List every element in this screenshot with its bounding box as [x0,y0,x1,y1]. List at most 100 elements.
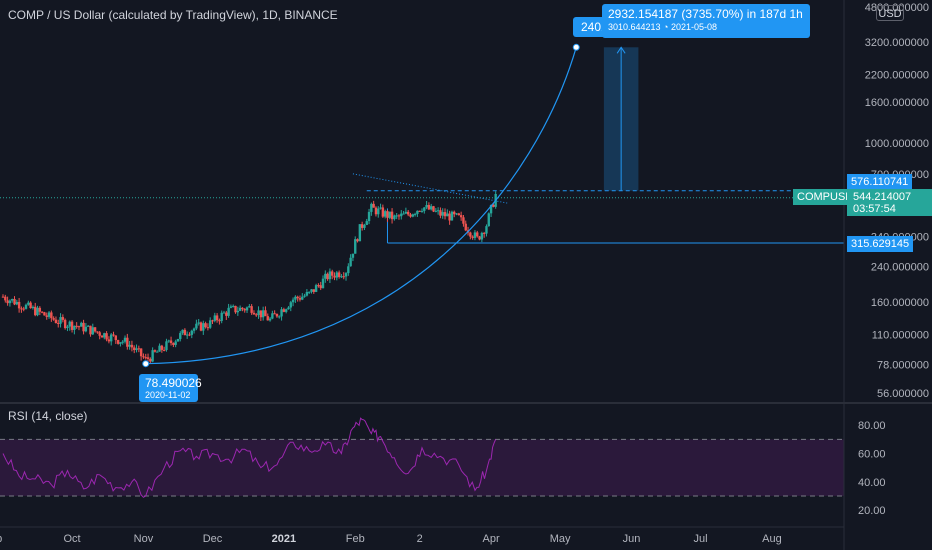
candle-body [20,308,23,310]
candle-body [404,211,408,214]
candle-body [218,320,221,322]
candle-body [114,335,118,341]
candle-body [482,232,486,234]
candle-body [248,306,251,308]
candle-body [448,213,451,221]
candle-body [340,276,343,278]
candle-body [406,211,410,215]
symbol-label: COMPUSD [793,189,858,205]
candle-body [133,347,136,351]
target-change: 2932.154187 (3735.70%) in 187d 1h [608,7,803,21]
candle-body [278,316,281,318]
candle-body [370,203,373,212]
price-tick-label: 1600.000000 [865,97,929,109]
candle-body [126,337,129,347]
candle-body [17,301,21,309]
candle-body [273,313,276,315]
candle-body [50,312,53,319]
candle-body [36,307,39,316]
candle-body [317,285,320,287]
candle-body [123,337,127,342]
candle-body [439,210,442,216]
candle-body [356,239,359,242]
candle-body [43,312,46,316]
candle-body [365,221,368,225]
candle-body [411,214,414,217]
candle-body [289,302,292,308]
candle-body [206,327,210,329]
candle-body [128,344,131,347]
candle-body [225,312,228,316]
low-date: 2020-11-02 [145,390,191,400]
candle-body [160,345,164,350]
candle-body [22,308,25,310]
candle-body [395,215,398,217]
candle-body [13,298,16,305]
candle-body [6,300,9,304]
candle-body [255,314,258,316]
price-tick-label: 110.000000 [872,329,929,341]
currency-badge[interactable]: USD [876,5,904,21]
candle-body [89,325,92,335]
candle-body [284,309,288,312]
candle-body [142,356,145,358]
candle-body [268,318,272,321]
target-label: 2932.154187 (3735.70%) in 187d 1h 3010.6… [602,4,810,38]
candle-body [68,321,71,327]
candle-body [471,236,474,238]
low-value: 78.490026 [145,376,202,390]
price-tick-label: 3200.000000 [865,37,929,49]
candle-body [337,272,341,277]
candle-body [174,341,177,345]
candle-body [441,212,444,216]
rsi-tick-label: 80.00 [858,420,886,432]
candle-body [222,312,226,314]
candle-body [443,212,447,217]
candle-body [77,326,81,328]
low-label: 78.490026 2020-11-02 [139,374,202,402]
candle-body [130,344,134,348]
candle-body [335,272,339,278]
candle-body [485,226,488,234]
candle-body [96,331,99,333]
candle-body [363,224,366,228]
candle-body [271,313,274,319]
candle-body [195,323,198,329]
candle-body [469,232,472,237]
candle-body [344,273,348,277]
candle-body [487,213,490,227]
candle-body [287,307,290,310]
candle-body [234,305,237,313]
candle-body [310,289,313,292]
candle-body [82,322,85,332]
candle-body [489,204,493,214]
candle-body [303,295,306,297]
candle-body [480,232,484,240]
candle-body [351,253,355,258]
candle-body [349,257,352,267]
candle-body [383,211,387,217]
rsi-tick-label: 60.00 [858,449,886,461]
candle-body [181,329,184,334]
chart-title: COMP / US Dollar (calculated by TradingV… [8,8,338,22]
candle-body [188,334,191,336]
candle-body [176,338,180,342]
price-tick-label: 2200.000000 [865,70,929,82]
candle-body [172,343,175,345]
candle-body [1,296,5,298]
candle-body [112,334,115,336]
range-arrow-head [616,46,626,54]
candle-body [358,224,362,242]
candle-body [243,309,246,311]
candle-body [135,348,138,351]
candle-body [156,351,159,353]
candle-body [63,319,67,329]
candle-body [220,312,223,321]
candle-body [312,289,315,292]
candle-body [367,211,371,222]
candle-body [100,335,104,338]
candle-body [202,323,205,331]
candle-body [162,349,166,351]
candle-body [165,341,168,350]
